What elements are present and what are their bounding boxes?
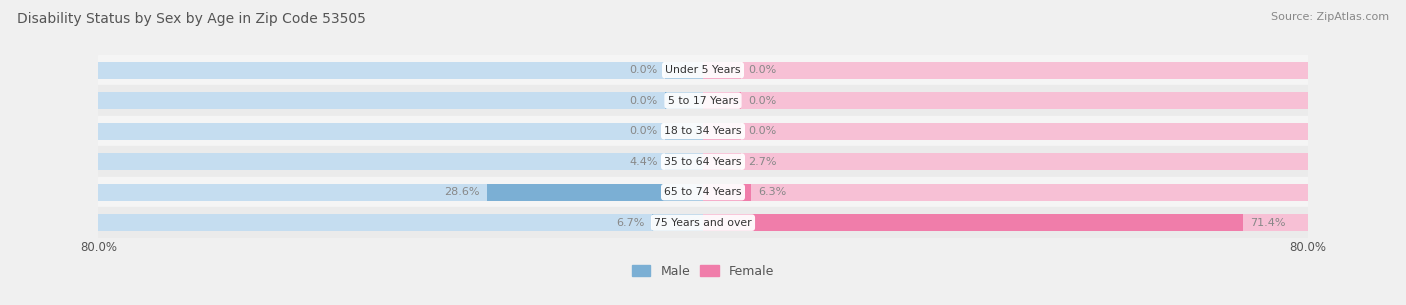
Text: 75 Years and over: 75 Years and over [654, 218, 752, 228]
Text: 65 to 74 Years: 65 to 74 Years [664, 187, 742, 197]
Bar [98, 116, 1308, 146]
Bar [98, 153, 703, 170]
Bar [98, 92, 703, 109]
Bar [665, 62, 703, 79]
Bar [665, 92, 703, 109]
Bar [98, 62, 703, 79]
Text: Source: ZipAtlas.com: Source: ZipAtlas.com [1271, 12, 1389, 22]
Bar [98, 85, 1308, 116]
Bar [703, 153, 1308, 170]
Bar [703, 123, 1308, 140]
Text: Under 5 Years: Under 5 Years [665, 65, 741, 75]
Bar [703, 184, 1308, 201]
Text: 5 to 17 Years: 5 to 17 Years [668, 96, 738, 106]
Text: 6.3%: 6.3% [758, 187, 786, 197]
Bar [703, 123, 741, 140]
Text: 18 to 34 Years: 18 to 34 Years [664, 126, 742, 136]
Bar [98, 184, 703, 201]
Bar [98, 214, 703, 231]
Bar [703, 214, 1243, 231]
Text: 0.0%: 0.0% [748, 65, 776, 75]
Text: Disability Status by Sex by Age in Zip Code 53505: Disability Status by Sex by Age in Zip C… [17, 12, 366, 26]
Bar [665, 123, 703, 140]
Text: 28.6%: 28.6% [444, 187, 479, 197]
Text: 4.4%: 4.4% [628, 157, 658, 167]
Bar [703, 153, 741, 170]
Bar [98, 146, 1308, 177]
Text: 2.7%: 2.7% [748, 157, 778, 167]
Bar [703, 184, 751, 201]
Text: 71.4%: 71.4% [1250, 218, 1285, 228]
Bar [703, 92, 1308, 109]
Legend: Male, Female: Male, Female [627, 260, 779, 283]
Text: 0.0%: 0.0% [748, 126, 776, 136]
Bar [98, 177, 1308, 207]
Bar [652, 214, 703, 231]
Bar [703, 62, 1308, 79]
Text: 0.0%: 0.0% [630, 65, 658, 75]
Bar [703, 62, 741, 79]
Text: 0.0%: 0.0% [630, 126, 658, 136]
Bar [98, 55, 1308, 85]
Text: 6.7%: 6.7% [616, 218, 645, 228]
Text: 35 to 64 Years: 35 to 64 Years [664, 157, 742, 167]
Bar [98, 207, 1308, 238]
Bar [665, 153, 703, 170]
Bar [486, 184, 703, 201]
Text: 0.0%: 0.0% [748, 96, 776, 106]
Bar [98, 123, 703, 140]
Text: 0.0%: 0.0% [630, 96, 658, 106]
Bar [703, 92, 741, 109]
Bar [703, 214, 1308, 231]
